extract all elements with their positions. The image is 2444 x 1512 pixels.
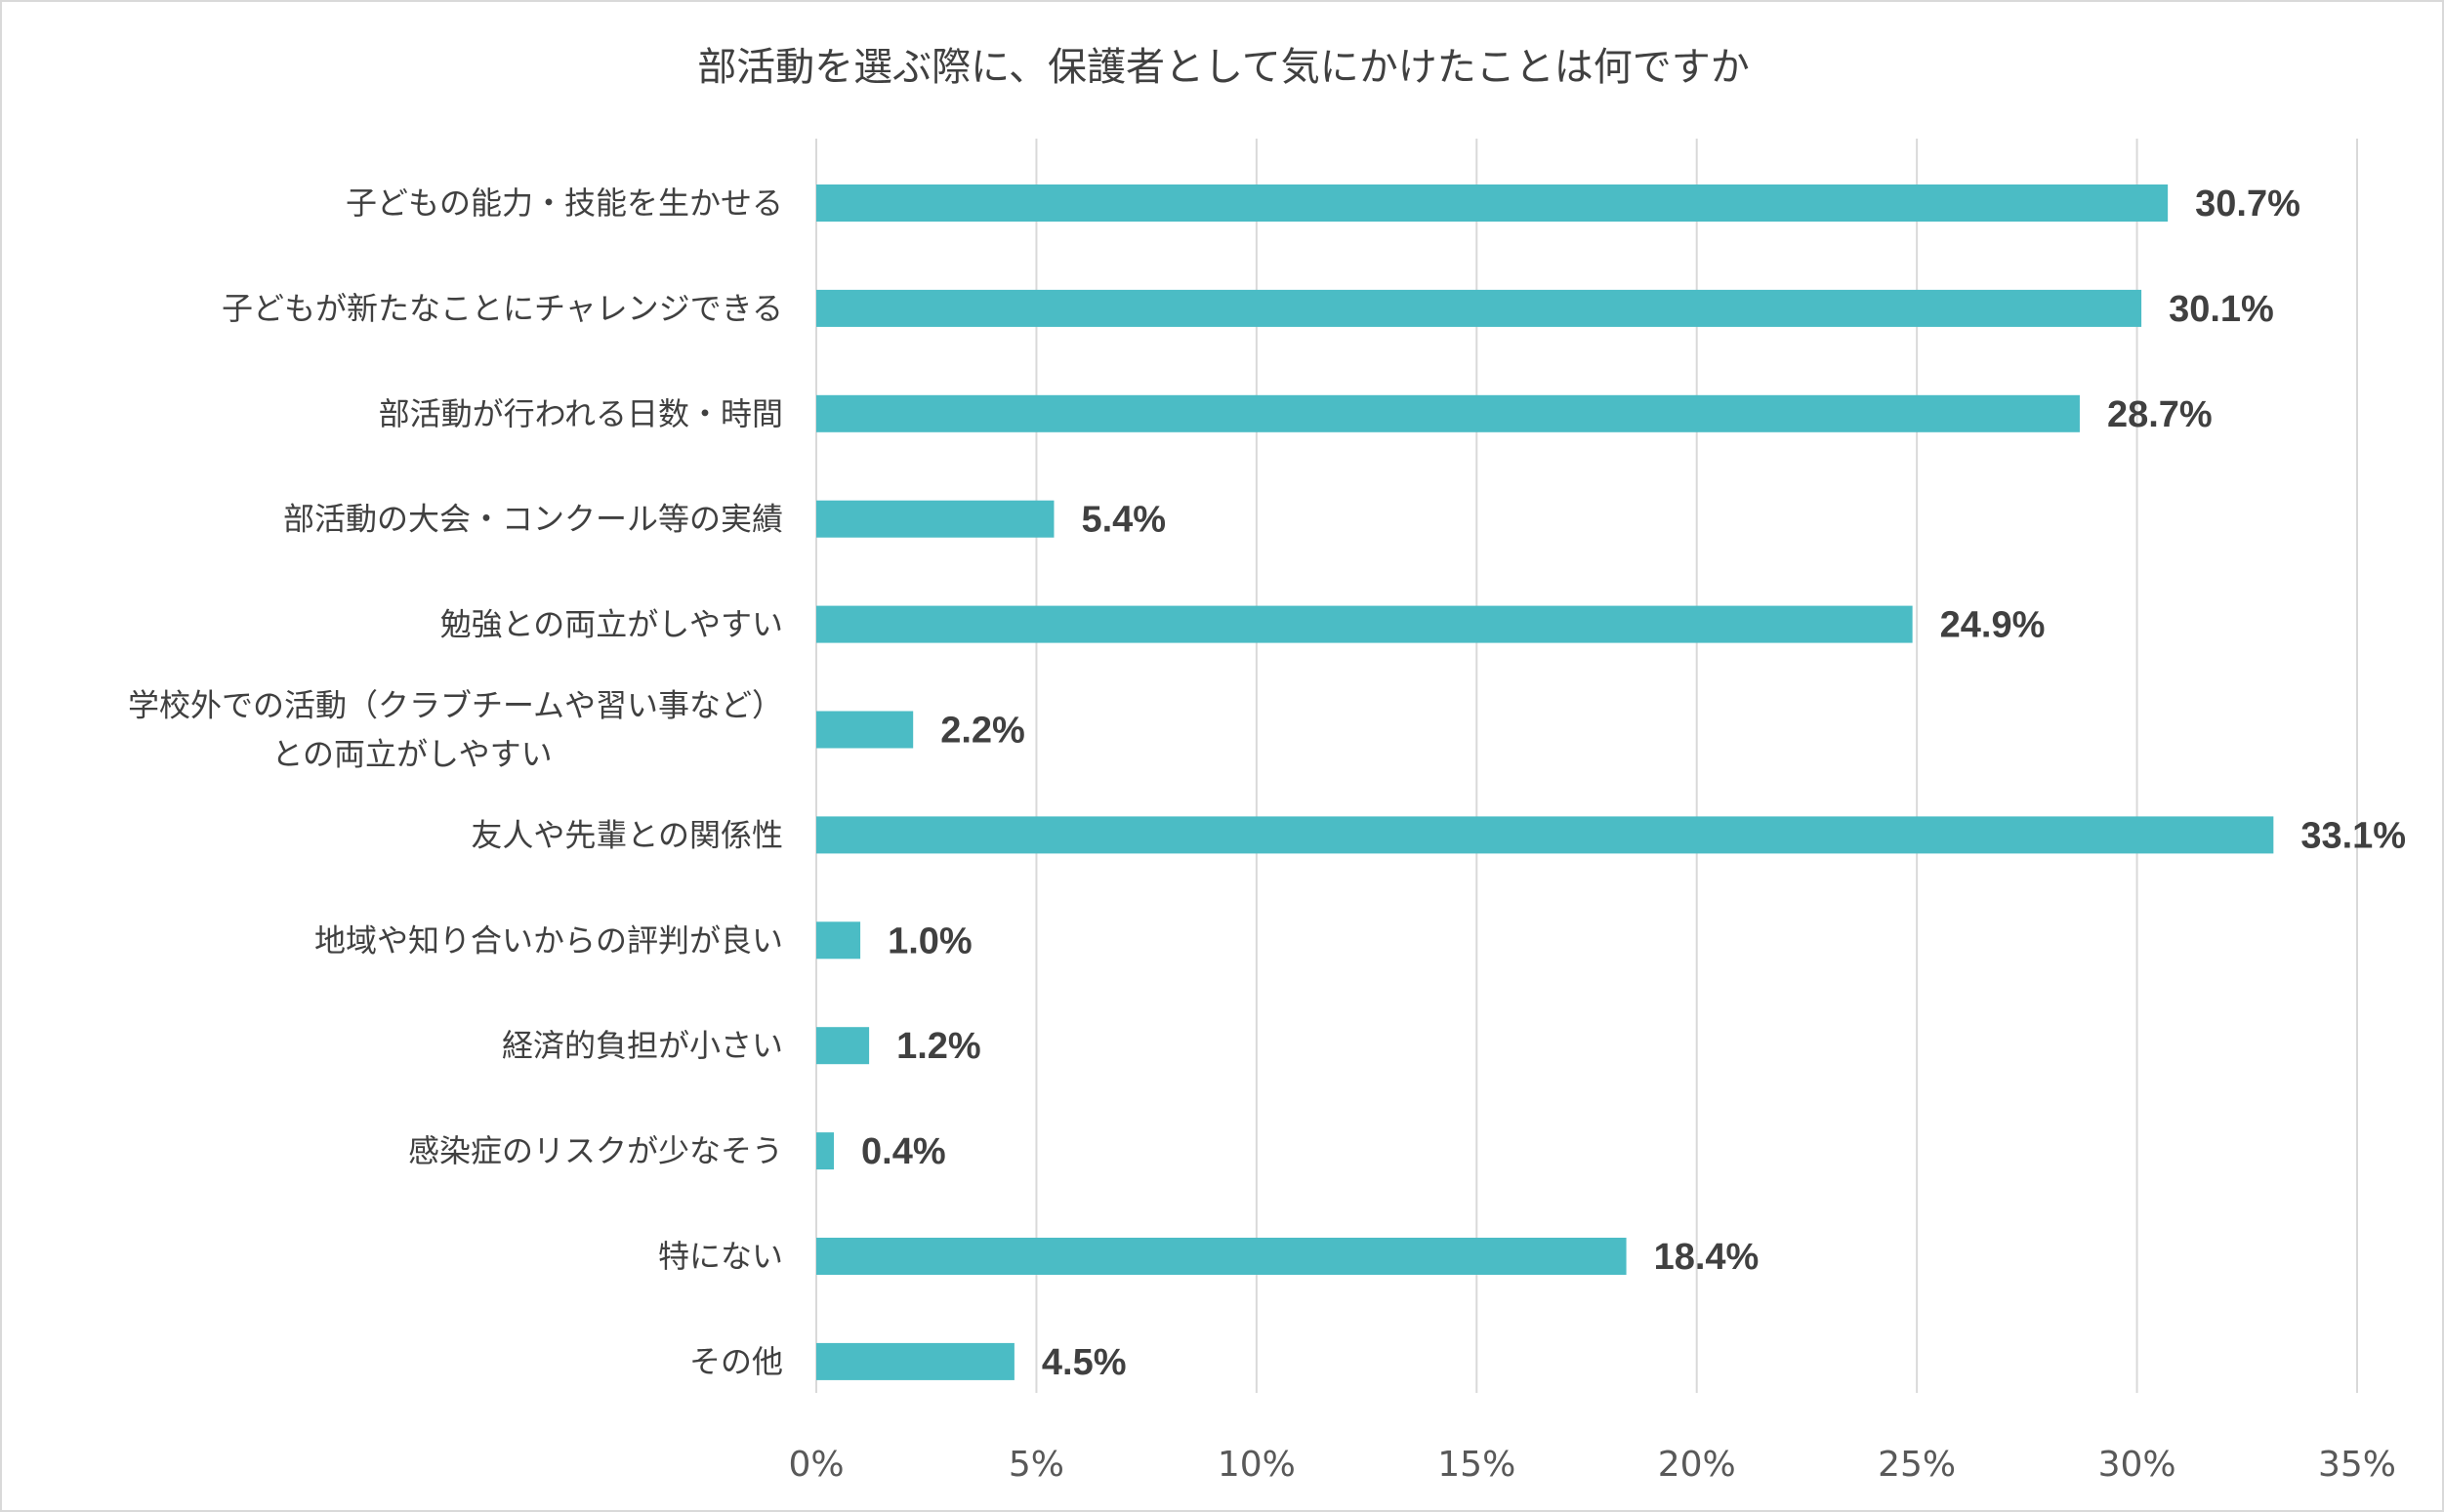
- bar: [816, 605, 1913, 643]
- x-tick-label: 35%: [2318, 1445, 2396, 1485]
- bar: [816, 1238, 1627, 1275]
- bar: [816, 921, 861, 960]
- data-label: 1.0%: [888, 920, 973, 961]
- bar: [816, 1027, 870, 1065]
- data-labels: 30.7% 30.1% 28.7% 5.4% 24.9% 2.2% 33.1% 1.0% 1.2…: [861, 184, 2406, 1383]
- category-label: 特にない: [658, 1238, 783, 1275]
- data-label: 5.4%: [1081, 500, 1166, 541]
- bar: [816, 1132, 835, 1170]
- category-label: 学校外での活動（クラブチームや習い事など）: [128, 687, 783, 724]
- bar: [816, 500, 1055, 538]
- category-label: 部活動が行われる日数・時間: [379, 395, 783, 432]
- data-label: 24.9%: [1940, 605, 2046, 646]
- data-label: 2.2%: [940, 711, 1025, 752]
- data-label: 4.5%: [1042, 1342, 1127, 1383]
- gridlines: [815, 139, 2358, 1393]
- x-axis-ticks: 0% 5% 10% 15% 20% 25% 30% 35%: [788, 1445, 2396, 1485]
- x-tick-label: 25%: [1878, 1445, 1956, 1485]
- bar: [816, 816, 2274, 854]
- bar: [816, 711, 914, 749]
- category-label: との両立がしやすい: [271, 736, 552, 773]
- bar: [816, 1342, 1015, 1380]
- category-label: 子どもの能力・技能を生かせる: [346, 184, 783, 222]
- category-label: その他: [689, 1343, 783, 1380]
- data-label: 30.7%: [2195, 184, 2300, 225]
- category-label: 部活動の大会・コンクール等の実績: [283, 501, 783, 538]
- x-tick-label: 30%: [2098, 1445, 2176, 1485]
- data-label: 18.4%: [1654, 1237, 1760, 1278]
- bar: [816, 289, 2142, 327]
- data-label: 30.1%: [2169, 289, 2274, 330]
- category-label: 友人や先輩との関係性: [471, 816, 783, 853]
- category-label: 子どもが新たなことにチャレンジできる: [222, 290, 783, 327]
- data-label: 28.7%: [2107, 394, 2213, 435]
- x-tick-label: 20%: [1658, 1445, 1736, 1485]
- category-label: 勉強との両立がしやすい: [440, 606, 783, 643]
- x-tick-label: 15%: [1437, 1445, 1515, 1485]
- category-label: 感染症のリスクが少なそう: [408, 1132, 783, 1169]
- data-label: 33.1%: [2300, 815, 2406, 856]
- chart-title: 部活動を選ぶ際に、保護者として気にかけたことは何ですか: [697, 45, 1750, 90]
- bars: [816, 184, 2274, 1380]
- bar: [816, 394, 2080, 432]
- category-labels: 子どもの能力・技能を生かせる子どもが新たなことにチャレンジできる部活動が行われる…: [128, 184, 783, 1380]
- category-label: 経済的負担が小さい: [502, 1027, 783, 1064]
- x-tick-label: 5%: [1009, 1445, 1064, 1485]
- bar: [816, 184, 2169, 222]
- category-label: 地域や知り合いからの評判が良い: [314, 921, 783, 959]
- x-tick-label: 10%: [1218, 1445, 1296, 1485]
- data-label: 1.2%: [896, 1026, 981, 1067]
- data-label: 0.4%: [861, 1131, 946, 1172]
- x-tick-label: 0%: [788, 1445, 844, 1485]
